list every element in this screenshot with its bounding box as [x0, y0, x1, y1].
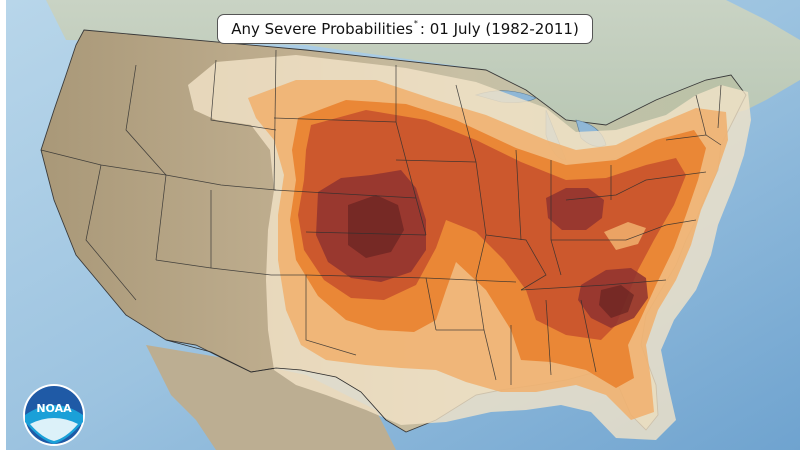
state-boundaries — [40, 49, 722, 385]
noaa-logo: NOAA — [23, 384, 85, 446]
map-frame: NOAA Any Severe Probabilities *: 01 July … — [6, 0, 800, 450]
map-title-superscript: * — [413, 18, 418, 28]
map-title: Any Severe Probabilities *: 01 July (1982… — [217, 14, 593, 44]
prob-inner-gap — [604, 222, 646, 250]
prob-level-6 — [348, 195, 634, 318]
severe-probability-map: NOAA — [6, 0, 800, 450]
mexico-border — [165, 339, 387, 421]
map-title-date: : 01 July (1982-2011) — [419, 20, 579, 38]
mexico-land — [146, 345, 396, 450]
noaa-logo-text: NOAA — [36, 402, 72, 415]
map-title-main: Any Severe Probabilities — [231, 20, 413, 38]
